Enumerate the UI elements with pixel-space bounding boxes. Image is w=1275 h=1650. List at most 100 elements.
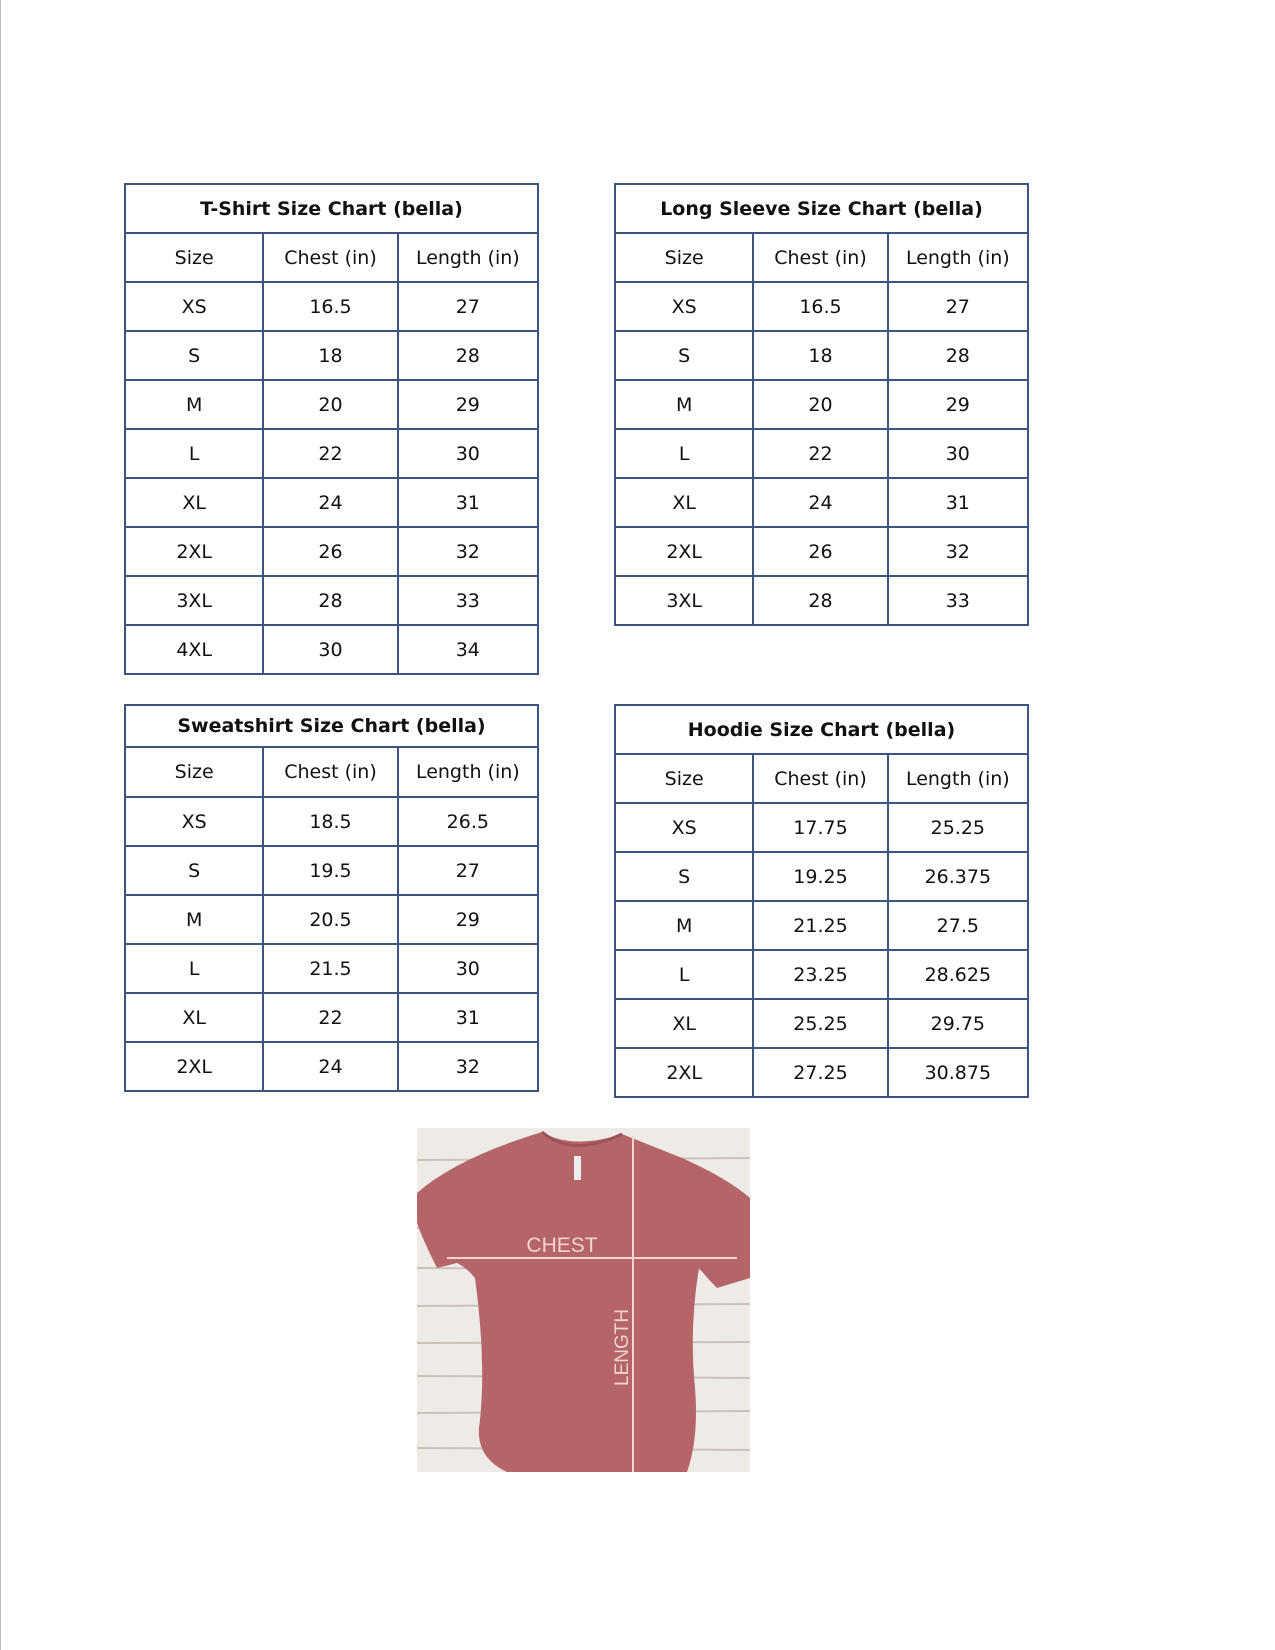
long-sleeve-size-chart: Long Sleeve Size Chart (bella) Size Chest … bbox=[613, 183, 1030, 626]
table-row: M 20 29 bbox=[613, 379, 1030, 430]
table-cell: M bbox=[123, 894, 265, 945]
table-cell: 29.75 bbox=[886, 998, 1030, 1049]
table-title: Hoodie Size Chart (bella) bbox=[614, 704, 1029, 755]
column-header: Size bbox=[123, 746, 265, 798]
table-cell: M bbox=[613, 379, 755, 430]
column-header: Size bbox=[123, 232, 265, 283]
page-edge bbox=[0, 0, 1, 1650]
table-cell: XL bbox=[123, 992, 265, 1043]
table-cell: 25.25 bbox=[886, 802, 1030, 853]
column-header: Chest (in) bbox=[752, 232, 889, 283]
table-cell: 3XL bbox=[613, 575, 755, 626]
table-cell: 32 bbox=[886, 526, 1030, 577]
tag bbox=[574, 1156, 581, 1180]
table-cell: L bbox=[613, 428, 755, 479]
table-cell: 26.375 bbox=[886, 851, 1030, 902]
table-cell: 20 bbox=[262, 379, 399, 430]
table-row: 2XL 27.25 30.875 bbox=[613, 1047, 1030, 1098]
table-row: S 19.25 26.375 bbox=[613, 851, 1030, 902]
table-cell: 4XL bbox=[123, 624, 265, 675]
table-title: Sweatshirt Size Chart (bella) bbox=[124, 704, 539, 748]
table-row: 2XL 26 32 bbox=[123, 526, 540, 577]
table-cell: 19.5 bbox=[262, 845, 399, 896]
column-header: Chest (in) bbox=[262, 746, 399, 798]
table-cell: 26 bbox=[752, 526, 889, 577]
table-cell: 30 bbox=[886, 428, 1030, 479]
table-row: XS 16.5 27 bbox=[123, 281, 540, 332]
table-cell: 26 bbox=[262, 526, 399, 577]
table-cell: 30.875 bbox=[886, 1047, 1030, 1098]
table-cell: XS bbox=[123, 796, 265, 847]
table-row: L 23.25 28.625 bbox=[613, 949, 1030, 1000]
table-row: XL 22 31 bbox=[123, 992, 540, 1043]
table-cell: 23.25 bbox=[752, 949, 889, 1000]
table-row: 3XL 28 33 bbox=[123, 575, 540, 626]
table-cell: XS bbox=[613, 281, 755, 332]
collar bbox=[541, 1130, 623, 1147]
table-row: M 20 29 bbox=[123, 379, 540, 430]
table-cell: 24 bbox=[262, 477, 399, 528]
table-row: L 22 30 bbox=[613, 428, 1030, 479]
table-cell: S bbox=[123, 845, 265, 896]
tshirt-measurement-image: CHEST LENGTH bbox=[417, 1128, 750, 1472]
table-cell: M bbox=[613, 900, 755, 951]
table-row: 2XL 26 32 bbox=[613, 526, 1030, 577]
table-cell: S bbox=[613, 851, 755, 902]
table-cell: 24 bbox=[262, 1041, 399, 1092]
table-cell: 18 bbox=[262, 330, 399, 381]
table-title: T-Shirt Size Chart (bella) bbox=[124, 183, 539, 234]
table-cell: 21.25 bbox=[752, 900, 889, 951]
column-header: Chest (in) bbox=[752, 753, 889, 804]
table-cell: 28 bbox=[886, 330, 1030, 381]
chest-label: CHEST bbox=[526, 1234, 597, 1257]
column-header: Length (in) bbox=[396, 746, 540, 798]
table-row: M 20.5 29 bbox=[123, 894, 540, 945]
table-cell: 20 bbox=[752, 379, 889, 430]
header-row: Size Chest (in) Length (in) bbox=[123, 232, 540, 283]
table-cell: 28 bbox=[262, 575, 399, 626]
column-header: Length (in) bbox=[886, 753, 1030, 804]
table-cell: 2XL bbox=[613, 1047, 755, 1098]
table-cell: 33 bbox=[886, 575, 1030, 626]
table-cell: 33 bbox=[396, 575, 540, 626]
table-row: 4XL 30 34 bbox=[123, 624, 540, 675]
table-row: S 18 28 bbox=[123, 330, 540, 381]
table-cell: 27.5 bbox=[886, 900, 1030, 951]
table-cell: 31 bbox=[396, 477, 540, 528]
table-cell: L bbox=[123, 428, 265, 479]
table-cell: 29 bbox=[396, 379, 540, 430]
table-row: XL 24 31 bbox=[123, 477, 540, 528]
table-cell: XL bbox=[613, 998, 755, 1049]
table-cell: 16.5 bbox=[262, 281, 399, 332]
table-cell: 32 bbox=[396, 526, 540, 577]
table-cell: 28 bbox=[396, 330, 540, 381]
table-row: M 21.25 27.5 bbox=[613, 900, 1030, 951]
table-cell: 34 bbox=[396, 624, 540, 675]
hoodie-size-chart: Hoodie Size Chart (bella) Size Chest (in) L… bbox=[613, 704, 1030, 1098]
table-cell: XL bbox=[613, 477, 755, 528]
table-cell: 18 bbox=[752, 330, 889, 381]
table-cell: 19.25 bbox=[752, 851, 889, 902]
table-cell: S bbox=[613, 330, 755, 381]
table-title: Long Sleeve Size Chart (bella) bbox=[614, 183, 1029, 234]
table-cell: 27 bbox=[886, 281, 1030, 332]
table-cell: 2XL bbox=[123, 526, 265, 577]
sweatshirt-size-chart: Sweatshirt Size Chart (bella) Size Chest (… bbox=[123, 704, 540, 1092]
header-row: Size Chest (in) Length (in) bbox=[613, 232, 1030, 283]
table-cell: 28.625 bbox=[886, 949, 1030, 1000]
table-cell: 27 bbox=[396, 845, 540, 896]
table-cell: 29 bbox=[396, 894, 540, 945]
table-cell: 3XL bbox=[123, 575, 265, 626]
table-cell: 24 bbox=[752, 477, 889, 528]
column-header: Size bbox=[613, 753, 755, 804]
table-cell: L bbox=[613, 949, 755, 1000]
table-cell: 16.5 bbox=[752, 281, 889, 332]
table-row: S 19.5 27 bbox=[123, 845, 540, 896]
table-row: 3XL 28 33 bbox=[613, 575, 1030, 626]
table-row: XS 17.75 25.25 bbox=[613, 802, 1030, 853]
table-cell: 22 bbox=[752, 428, 889, 479]
table-cell: 30 bbox=[262, 624, 399, 675]
table-cell: 21.5 bbox=[262, 943, 399, 994]
table-cell: 22 bbox=[262, 428, 399, 479]
table-cell: 22 bbox=[262, 992, 399, 1043]
